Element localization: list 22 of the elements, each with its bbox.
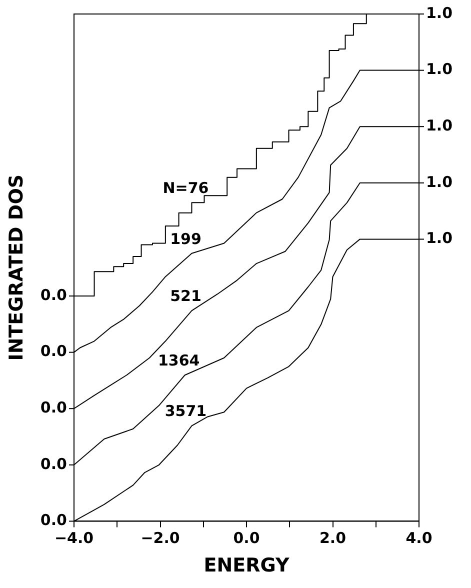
x-tick-label: 2.0 bbox=[319, 529, 346, 548]
y-axis-title: INTEGRATED DOS bbox=[5, 174, 28, 361]
text: 1.0 bbox=[426, 60, 453, 78]
x-axis-title: ENERGY bbox=[204, 554, 290, 577]
text: 0.0 bbox=[40, 511, 67, 530]
series-label: 521 bbox=[170, 287, 202, 306]
x-tick-label: 4.0 bbox=[406, 529, 432, 548]
text: 0.0 bbox=[40, 342, 67, 360]
text: 0.0 bbox=[40, 286, 67, 304]
x-tick-label: −4.0 bbox=[54, 529, 94, 548]
series-label: 3571 bbox=[164, 402, 207, 420]
text: 1.0 bbox=[426, 116, 453, 134]
x-tick-label: 0.0 bbox=[233, 529, 260, 548]
text: 1.0 bbox=[426, 4, 453, 22]
series-label: N=76 bbox=[162, 179, 209, 198]
series-label: 199 bbox=[170, 230, 202, 248]
series-label: 1364 bbox=[158, 352, 200, 370]
x-tick-label: −2.0 bbox=[140, 529, 180, 548]
text: 0.0 bbox=[40, 398, 67, 416]
text: 1.0 bbox=[426, 229, 453, 248]
text: 0.0 bbox=[40, 454, 67, 473]
text: 1.0 bbox=[426, 172, 453, 191]
